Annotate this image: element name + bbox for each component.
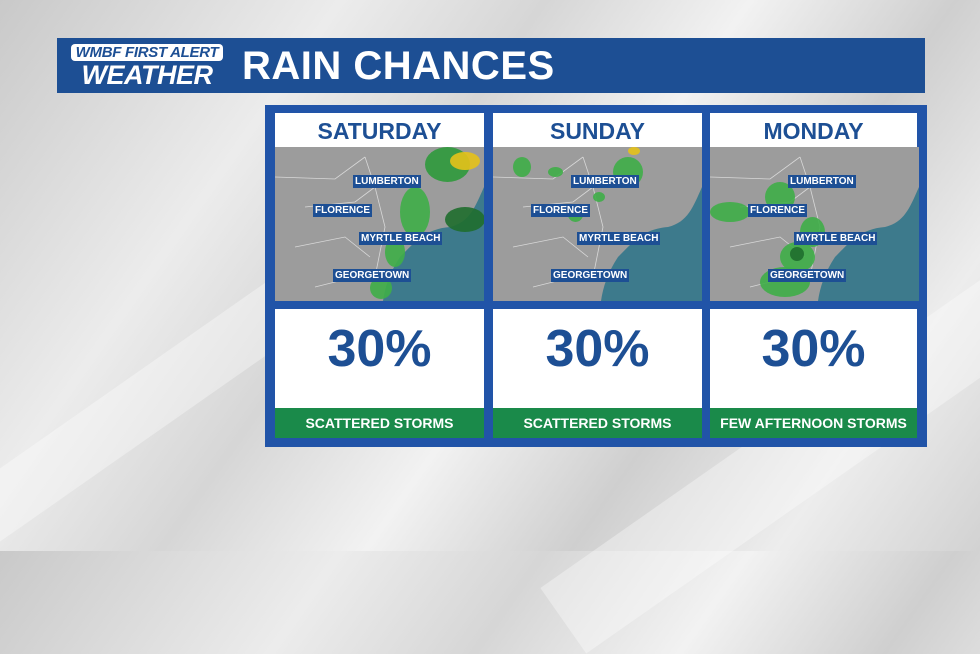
rain-area (790, 247, 804, 261)
city-label: MYRTLE BEACH (359, 232, 443, 245)
city-label: MYRTLE BEACH (577, 232, 661, 245)
day-card-saturday: SATURDAY LUMBERTON FLORENCE MYRTLE BEACH GE… (274, 113, 485, 439)
rain-area (593, 192, 605, 202)
logo-line2: WEATHER (81, 60, 214, 90)
rain-area (450, 152, 480, 170)
radar-map: LUMBERTON FLORENCE MYRTLE BEACH GEORGETOWN (274, 147, 485, 301)
rain-area (445, 207, 485, 232)
day-card-sunday: SUNDAY LUMBERTON FLORENCE MYRTLE BEACH GEOR… (492, 113, 702, 439)
city-label: LUMBERTON (353, 175, 421, 188)
rain-chance: 30% (493, 309, 702, 408)
city-label: FLORENCE (531, 204, 590, 217)
city-label: GEORGETOWN (768, 269, 847, 282)
city-label: FLORENCE (748, 204, 807, 217)
city-label: LUMBERTON (571, 175, 639, 188)
day-label: SUNDAY (493, 113, 702, 147)
day-label: SATURDAY (275, 113, 484, 147)
city-label: GEORGETOWN (333, 269, 412, 282)
radar-map: LUMBERTON FLORENCE MYRTLE BEACH GEORGETOWN (709, 147, 919, 301)
city-label: MYRTLE BEACH (794, 232, 878, 245)
forecast-panel: SATURDAY LUMBERTON FLORENCE MYRTLE BEACH GE… (265, 105, 927, 447)
rain-chance: 30% (275, 309, 484, 408)
city-label: FLORENCE (313, 204, 372, 217)
rain-area (370, 277, 392, 299)
rain-area (628, 147, 640, 155)
rain-area (710, 202, 750, 222)
title-bar: WMBF FIRST ALERT WEATHER RAIN CHANCES (57, 38, 925, 93)
county-lines (492, 156, 604, 288)
condition-label: SCATTERED STORMS (493, 408, 702, 438)
radar-map: LUMBERTON FLORENCE MYRTLE BEACH GEORGETOWN (492, 147, 702, 301)
county-lines (274, 156, 386, 288)
condition-label: FEW AFTERNOON STORMS (710, 408, 917, 438)
day-label: MONDAY (710, 113, 917, 147)
rain-area (548, 167, 563, 177)
page-title: RAIN CHANCES (242, 44, 555, 88)
city-label: LUMBERTON (788, 175, 856, 188)
rain-area (400, 187, 430, 237)
city-label: GEORGETOWN (551, 269, 630, 282)
rain-chance: 30% (710, 309, 917, 408)
station-logo: WMBF FIRST ALERT WEATHER (71, 44, 223, 89)
rain-area (513, 157, 531, 177)
condition-label: SCATTERED STORMS (275, 408, 484, 438)
logo-line1: WMBF FIRST ALERT (71, 44, 223, 61)
day-card-monday: MONDAY LUMBERTON FLORENCE MYRTLE BEACH GEOR… (709, 113, 919, 439)
